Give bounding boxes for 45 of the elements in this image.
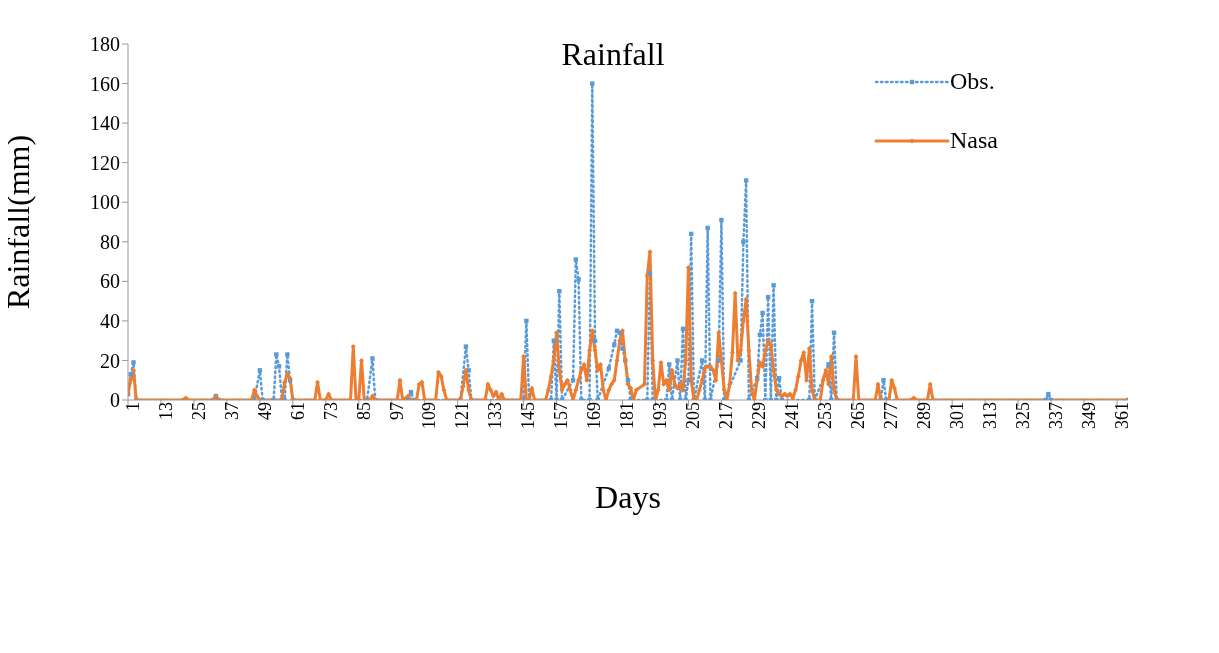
x-tick-label: 181 bbox=[617, 402, 638, 429]
x-tick-label: 241 bbox=[782, 402, 803, 429]
y-tick-label: 180 bbox=[90, 33, 120, 56]
y-tick-label: 0 bbox=[110, 389, 120, 412]
x-tick-label: 205 bbox=[683, 402, 704, 429]
y-tick-label: 100 bbox=[90, 191, 120, 214]
x-tick-label: 313 bbox=[979, 402, 1000, 429]
chart-title: Rainfall bbox=[561, 36, 665, 72]
x-tick-label: 289 bbox=[913, 402, 934, 429]
x-tick-label: 97 bbox=[386, 402, 407, 420]
x-tick-label: 349 bbox=[1078, 402, 1099, 429]
y-tick-label: 80 bbox=[100, 230, 120, 253]
x-tick-label: 361 bbox=[1111, 402, 1132, 429]
x-axis-title: Days bbox=[595, 479, 661, 515]
x-tick-label: 133 bbox=[485, 402, 506, 429]
x-tick-label: 85 bbox=[353, 402, 374, 420]
x-tick-label: 337 bbox=[1045, 402, 1066, 429]
x-tick-label: 301 bbox=[946, 402, 967, 429]
x-tick-label: 1 bbox=[122, 402, 143, 411]
x-tick-label: 169 bbox=[584, 402, 605, 429]
x-tick-label: 277 bbox=[881, 402, 902, 429]
y-tick-label: 120 bbox=[90, 151, 120, 174]
y-tick-label: 20 bbox=[100, 349, 120, 372]
x-tick-label: 121 bbox=[452, 402, 473, 429]
x-tick-label: 37 bbox=[221, 402, 242, 420]
legend-label: Nasa bbox=[950, 127, 998, 154]
x-tick-label: 145 bbox=[518, 402, 539, 429]
x-tick-label: 25 bbox=[188, 402, 209, 420]
x-tick-label: 73 bbox=[320, 402, 341, 420]
x-tick-label: 157 bbox=[551, 402, 572, 429]
x-tick-label: 13 bbox=[155, 402, 176, 420]
x-tick-label: 193 bbox=[650, 402, 671, 429]
x-tick-label: 61 bbox=[287, 402, 308, 420]
y-tick-label: 140 bbox=[90, 112, 120, 135]
y-tick-label: 160 bbox=[90, 72, 120, 95]
x-tick-label: 217 bbox=[716, 402, 737, 429]
x-tick-label: 49 bbox=[254, 402, 275, 420]
y-tick-label: 60 bbox=[100, 270, 120, 293]
x-tick-label: 229 bbox=[749, 402, 770, 429]
x-tick-label: 253 bbox=[815, 402, 836, 429]
legend-label: Obs. bbox=[950, 68, 995, 95]
x-tick-label: 325 bbox=[1012, 402, 1033, 429]
x-tick-label: 265 bbox=[848, 402, 869, 429]
y-tick-label: 40 bbox=[100, 309, 120, 332]
x-tick-label: 109 bbox=[419, 402, 440, 429]
